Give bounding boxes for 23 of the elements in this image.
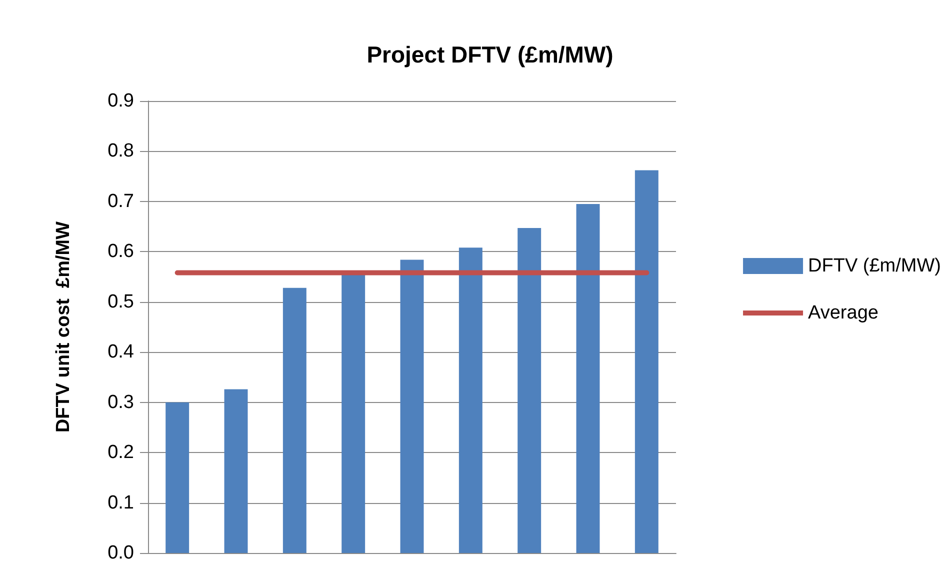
bar: [458, 248, 482, 553]
legend-label: DFTV (£m/MW): [808, 256, 942, 276]
bar: [518, 228, 542, 553]
bar: [166, 402, 190, 553]
bar: [634, 170, 658, 553]
bar: [400, 260, 424, 553]
y-tick-label: 0.1: [108, 492, 134, 514]
y-tick-label: 0.3: [108, 392, 134, 413]
bar: [576, 204, 600, 553]
y-tick-label: 0.0: [108, 542, 134, 564]
y-tick-label: 0.5: [108, 291, 134, 312]
y-tick-label: 0.4: [108, 342, 134, 363]
y-tick-label: 0.9: [108, 90, 134, 112]
y-tick-label: 0.6: [108, 241, 134, 262]
chart-title: Project DFTV (£m/MW): [366, 42, 614, 68]
bar: [224, 389, 248, 553]
y-tick-label: 0.8: [108, 140, 134, 162]
bar: [342, 274, 366, 553]
legend-label: Average: [808, 302, 878, 324]
y-tick-label: 0.2: [108, 442, 134, 464]
y-axis-title: DFTV unit cost £m/MW: [53, 221, 74, 433]
y-tick-label: 0.7: [108, 190, 134, 212]
bar: [282, 288, 306, 553]
